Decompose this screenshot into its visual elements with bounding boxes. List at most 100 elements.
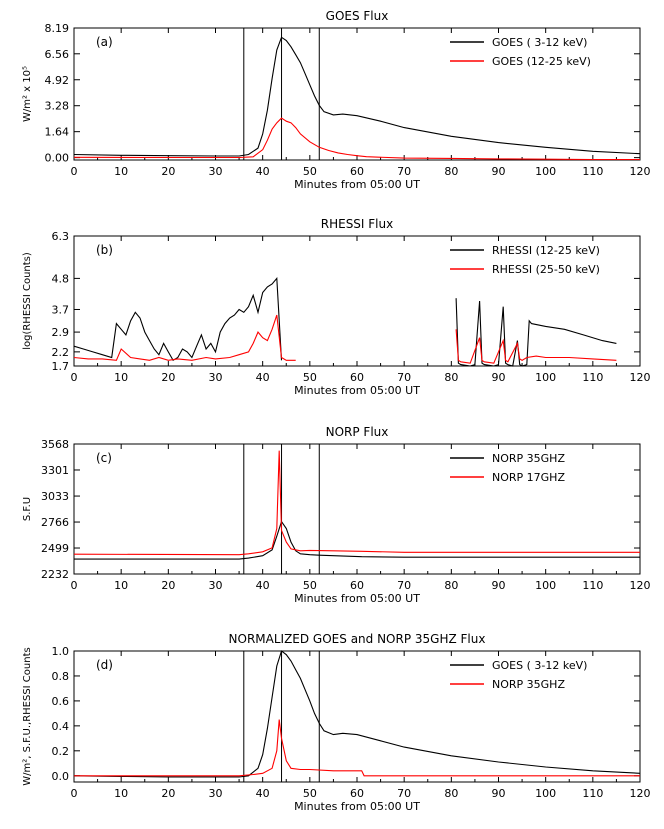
x-tick-label: 50 [303,165,317,178]
y-tick-label: 0.4 [52,720,70,733]
series-line-red [455,329,617,364]
x-tick-label: 110 [582,371,603,384]
y-axis-label: W/m² x 10⁵ [22,66,33,122]
x-axis-label: Minutes from 05:00 UT [294,592,420,605]
x-tick-label: 30 [209,787,223,800]
x-tick-label: 30 [209,165,223,178]
y-axis-label: W/m², S.F.U.,RHESSI Counts [22,647,33,785]
x-tick-label: 100 [535,165,556,178]
x-tick-label: 20 [161,579,175,592]
x-tick-label: 120 [630,165,651,178]
x-axis-label: Minutes from 05:00 UT [294,800,420,813]
series-line-black [73,36,641,157]
y-tick-label: 2.2 [52,346,70,359]
x-tick-label: 70 [397,165,411,178]
x-tick-label: 110 [582,579,603,592]
x-tick-label: 10 [114,579,128,592]
y-tick-label: 2499 [41,542,69,555]
y-tick-label: 3568 [41,438,69,451]
chart-title: NORMALIZED GOES and NORP 35GHZ Flux [229,632,486,646]
y-tick-label: 0.2 [52,745,70,758]
panel-label: (a) [96,35,113,49]
y-tick-label: 8.19 [45,22,70,35]
legend-label: NORP 35GHZ [492,678,565,691]
x-tick-label: 90 [492,579,506,592]
x-tick-label: 40 [256,371,270,384]
y-axis-label: log(RHESSI Counts) [22,252,33,350]
series-line-red [73,117,640,161]
x-tick-label: 10 [114,165,128,178]
x-tick-label: 0 [71,787,78,800]
series-line-black [74,520,640,560]
series-line-red [74,719,640,777]
y-tick-label: 1.7 [52,360,70,373]
x-axis-label: Minutes from 05:00 UT [294,384,420,397]
x-tick-label: 120 [630,579,651,592]
x-tick-label: 80 [444,165,458,178]
y-tick-label: 1.0 [52,645,70,658]
x-tick-label: 50 [303,787,317,800]
x-tick-label: 20 [161,371,175,384]
x-tick-label: 100 [535,371,556,384]
panel-b: 0 10 20 30 40 50 60 70 80 90 100 110 120 1.72.2 2.9 3.7… [22,217,651,397]
x-axis-label: Minutes from 05:00 UT [294,178,420,191]
x-tick-label: 10 [114,787,128,800]
legend-label: GOES ( 3-12 keV) [492,659,587,672]
x-tick-label: 70 [397,579,411,592]
y-tick-label: 4.92 [45,74,70,87]
x-tick-label: 120 [630,787,651,800]
y-tick-label: 0.8 [52,670,70,683]
y-tick-label: 3301 [41,464,69,477]
legend-label: NORP 35GHZ [492,452,565,465]
x-tick-label: 30 [209,579,223,592]
x-tick-label: 70 [397,787,411,800]
y-tick-label: 0.00 [45,152,70,165]
x-tick-label: 70 [397,371,411,384]
legend-label: GOES (12-25 keV) [492,55,591,68]
x-tick-label: 60 [350,579,364,592]
y-tick-label: 2232 [41,568,69,581]
y-tick-label: 1.64 [45,126,70,139]
y-tick-label: 6.56 [45,48,70,61]
x-tick-label: 40 [256,579,270,592]
legend-label: NORP 17GHZ [492,471,565,484]
x-tick-label: 80 [444,579,458,592]
x-tick-label: 0 [71,371,78,384]
legend-label: RHESSI (12-25 keV) [492,244,600,257]
x-tick-label: 10 [114,371,128,384]
y-axis-label: S.F.U [22,497,33,521]
chart-title: NORP Flux [326,425,389,439]
panel-c: 0 10 20 30 40 50 60 70 80 90 100 110 120 2232 2499 2766… [22,425,651,605]
y-tick-label: 2.9 [52,326,70,339]
x-tick-label: 80 [444,787,458,800]
x-tick-label: 60 [350,787,364,800]
x-tick-label: 20 [161,787,175,800]
y-tick-label: 6.3 [52,230,70,243]
x-tick-label: 80 [444,371,458,384]
x-tick-label: 0 [71,165,78,178]
x-tick-label: 110 [582,165,603,178]
panel-a: 0 10 20 30 40 50 60 70 80 90 100 110 120 0.00 1.64 3.28… [22,9,651,191]
x-tick-label: 20 [161,165,175,178]
x-tick-label: 90 [492,165,506,178]
x-tick-label: 40 [256,787,270,800]
y-tick-label: 3.7 [52,303,70,316]
x-tick-label: 30 [209,371,223,384]
series-line-red [73,450,640,556]
panel-label: (c) [96,451,112,465]
chart-title: RHESSI Flux [321,217,393,231]
x-tick-label: 110 [582,787,603,800]
y-tick-label: 2766 [41,516,69,529]
x-tick-label: 60 [350,371,364,384]
series-line-black [73,650,641,778]
chart-title: GOES Flux [326,9,389,23]
legend-label: GOES ( 3-12 keV) [492,36,587,49]
x-tick-label: 50 [303,579,317,592]
y-tick-label: 0.0 [52,770,70,783]
y-tick-label: 0.6 [52,695,70,708]
panel-d: 0 10 20 30 40 50 60 70 80 90 100 110 120 0.0 0.2 0.4 0.6… [22,632,651,813]
x-tick-label: 50 [303,371,317,384]
panel-label: (b) [96,243,113,257]
series-line-black [455,298,617,367]
x-tick-label: 0 [71,579,78,592]
